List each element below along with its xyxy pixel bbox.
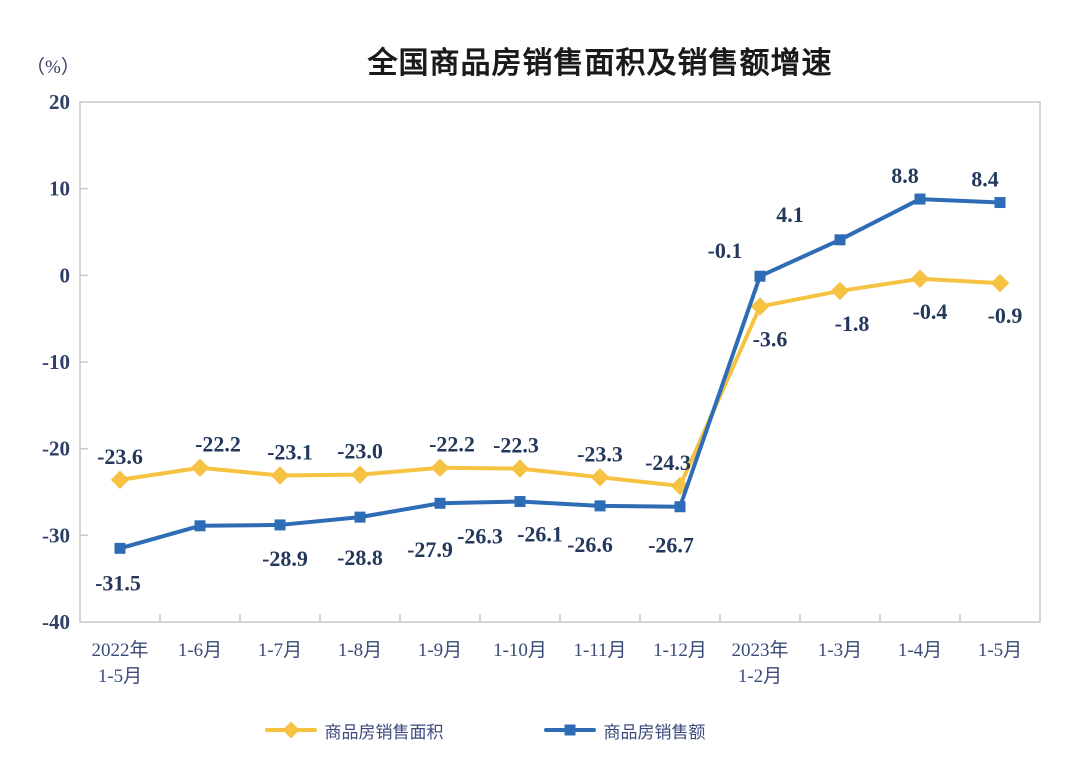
x-axis-category-label: 1-8月 <box>338 640 382 661</box>
data-point-marker <box>274 519 286 531</box>
data-point-marker <box>350 465 370 484</box>
legend-item-sales-amount: 商品房销售额 <box>543 718 706 743</box>
x-axis-category-label: 2023年 1-2月 <box>731 639 788 687</box>
square-marker-icon <box>543 724 596 736</box>
data-point-marker <box>590 468 610 487</box>
x-axis-category-label: 1-6月 <box>178 640 222 661</box>
diamond-marker-icon <box>264 721 317 739</box>
x-axis-category-label: 1-4月 <box>898 640 942 661</box>
data-point-marker <box>830 281 850 301</box>
data-point-marker <box>114 542 126 554</box>
data-point-marker <box>194 520 206 532</box>
data-label: -26.7 <box>648 533 694 558</box>
x-axis-category-label: 1-11月 <box>573 640 626 661</box>
x-axis-category-label: 2022年 1-5月 <box>91 639 148 687</box>
data-point-marker <box>674 501 686 513</box>
x-axis-category-label: 1-3月 <box>818 640 862 661</box>
x-axis-category-label: 1-7月 <box>258 640 302 661</box>
data-label: -0.9 <box>988 303 1023 328</box>
data-label: -31.5 <box>95 570 141 595</box>
data-label: -1.8 <box>835 311 870 336</box>
y-axis-tick-label: -20 <box>42 437 70 461</box>
legend-label: 商品房销售面积 <box>324 722 444 742</box>
chart-title: 全国商品房销售面积及销售额增速 <box>367 47 833 80</box>
data-label: -0.1 <box>708 238 743 263</box>
data-point-marker <box>750 297 770 316</box>
data-point-marker <box>110 470 130 490</box>
y-axis-tick-label: -40 <box>42 610 70 634</box>
line-chart-plot: 20 10 0 -10 -20 -30 -40 2022年 1-5月 1-6月 1-7月 1-8月 1-… <box>42 90 1041 687</box>
data-label: -3.6 <box>753 327 788 352</box>
data-point-marker <box>430 458 450 477</box>
legend-label: 商品房销售额 <box>603 722 706 742</box>
sales-amount-line <box>118 197 1002 551</box>
data-label: -26.3 <box>457 523 503 548</box>
data-label: -0.4 <box>913 299 948 324</box>
y-axis-tick-label: 0 <box>60 263 71 287</box>
data-label: 4.1 <box>776 202 804 227</box>
data-label: -26.1 <box>517 522 563 547</box>
data-label: -23.0 <box>337 439 383 464</box>
y-axis-tick-label: 10 <box>49 177 70 201</box>
x-axis-category-label: 1-9月 <box>418 640 462 661</box>
x-axis-category-label: 1-12月 <box>653 640 707 661</box>
data-label: -22.3 <box>493 433 539 458</box>
chart-legend: 商品房销售面积 商品房销售额 <box>0 710 970 750</box>
data-point-marker <box>190 458 210 477</box>
data-point-marker <box>434 497 446 509</box>
data-label: 8.4 <box>971 167 999 192</box>
data-point-marker <box>514 496 526 508</box>
x-axis-category-label: 1-10月 <box>493 640 547 661</box>
legend-item-sales-area: 商品房销售面积 <box>264 718 444 743</box>
data-label: 8.8 <box>891 163 919 188</box>
y-axis-tick-label: -30 <box>42 523 70 547</box>
data-label: -26.6 <box>567 532 613 557</box>
data-point-marker <box>990 273 1010 293</box>
data-point-marker <box>834 234 846 246</box>
data-label: -23.1 <box>267 440 313 465</box>
y-axis-unit-label: （%） <box>26 57 80 78</box>
data-label: -28.9 <box>262 546 308 571</box>
y-axis-tick-label: 20 <box>49 90 70 114</box>
data-label: -23.3 <box>577 441 623 466</box>
data-label: -28.8 <box>337 545 383 570</box>
sales-area-line <box>118 276 1002 488</box>
data-label: -22.2 <box>429 432 475 457</box>
data-label: -23.6 <box>97 444 143 469</box>
x-axis-category-label: 1-5月 <box>978 640 1022 661</box>
data-label: -27.9 <box>407 537 453 562</box>
data-point-marker <box>510 459 530 478</box>
data-label: -24.3 <box>645 450 691 475</box>
data-point-marker <box>914 193 926 205</box>
y-axis-tick-label: -10 <box>42 350 70 374</box>
data-point-marker <box>594 500 606 512</box>
data-label: -22.2 <box>195 432 241 457</box>
data-point-marker <box>994 197 1006 209</box>
data-point-marker <box>910 269 930 288</box>
data-point-marker <box>754 270 766 282</box>
data-point-marker <box>354 511 366 523</box>
data-point-marker <box>270 466 290 485</box>
